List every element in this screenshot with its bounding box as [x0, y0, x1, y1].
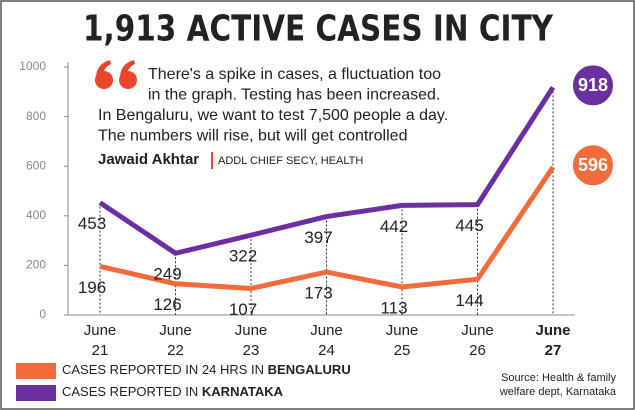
chart-title: 1,913 ACTIVE CASES IN CITY [83, 6, 554, 49]
x-tick-label: June 26 [461, 322, 494, 359]
x-tick-part: 23 [243, 342, 260, 359]
y-tick-label: 0 [39, 307, 46, 321]
legend-part: KARNATAKA [202, 384, 284, 399]
value-label: 596 [578, 155, 608, 175]
value-label: 918 [578, 75, 608, 95]
x-tick-part: June [84, 322, 117, 339]
y-tick-label: 400 [26, 208, 46, 222]
value-label: 113 [380, 298, 407, 317]
x-tick-label: June 23 [235, 322, 268, 359]
legend-part: CASES REPORTED IN [62, 384, 202, 399]
x-tick-part: 21 [92, 342, 109, 359]
y-tick-label: 800 [26, 109, 46, 123]
value-badge [571, 143, 615, 188]
value-label: 397 [304, 228, 332, 247]
x-tick-part: 25 [394, 342, 411, 359]
x-tick-part: June [535, 322, 570, 339]
series-line [99, 165, 556, 291]
value-label: 453 [78, 214, 106, 233]
quote-author-title: ADDL CHIEF SECY, HEALTH [218, 155, 363, 167]
value-label: 249 [153, 265, 181, 284]
x-tick-label: June 21 [84, 322, 117, 359]
x-tick-part: 27 [545, 342, 562, 359]
value-label: 126 [153, 295, 181, 314]
x-tick-part: 24 [318, 342, 335, 359]
y-tick-label: 1000 [19, 59, 46, 73]
value-label: 173 [304, 284, 332, 303]
value-label: 442 [380, 217, 408, 236]
value-label: 196 [78, 278, 106, 297]
quote-author: Jawaid Akhtar [98, 151, 199, 168]
legend-label: CASES REPORTED IN 24 HRS IN BENGALURU [62, 362, 351, 377]
x-tick-part: June [235, 322, 268, 339]
quote-mark [95, 60, 137, 89]
x-tick-part: 26 [469, 342, 486, 359]
x-tick-part: June [159, 322, 192, 339]
value-label: 144 [455, 291, 483, 310]
legend-label: CASES REPORTED IN KARNATAKA [62, 384, 284, 399]
x-tick-label: June 24 [310, 322, 343, 359]
quote-line: in the graph. Testing has been increased… [148, 87, 440, 104]
x-tick-part: 22 [167, 342, 184, 359]
source: Source: Health & family [501, 372, 616, 384]
value-badge [571, 63, 615, 108]
x-tick-part: June [461, 322, 494, 339]
quote-line: In Bengaluru, we want to test 7,500 peop… [98, 107, 448, 124]
y-tick-label: 200 [26, 258, 46, 272]
value-label: 107 [229, 300, 257, 319]
source: welfare dept, Karnataka [499, 386, 617, 398]
legend-part: CASES REPORTED IN 24 HRS IN [62, 362, 268, 377]
legend-part: BENGALURU [268, 362, 351, 377]
series-line [98, 85, 556, 256]
x-tick-label: June 22 [159, 322, 192, 359]
value-label: 322 [229, 247, 257, 266]
x-tick-label: June 27 [535, 322, 570, 359]
y-tick-label: 600 [26, 158, 46, 172]
x-tick-part: June [310, 322, 343, 339]
quote-line: The numbers will rise, but will get cont… [98, 128, 407, 145]
legend-swatch [16, 385, 56, 401]
value-label: 445 [455, 216, 483, 235]
quote-line: There's a spike in cases, a fluctuation … [148, 66, 441, 83]
x-tick-part: June [386, 322, 419, 339]
x-tick-label: June 25 [386, 322, 419, 359]
legend-swatch [16, 363, 56, 379]
